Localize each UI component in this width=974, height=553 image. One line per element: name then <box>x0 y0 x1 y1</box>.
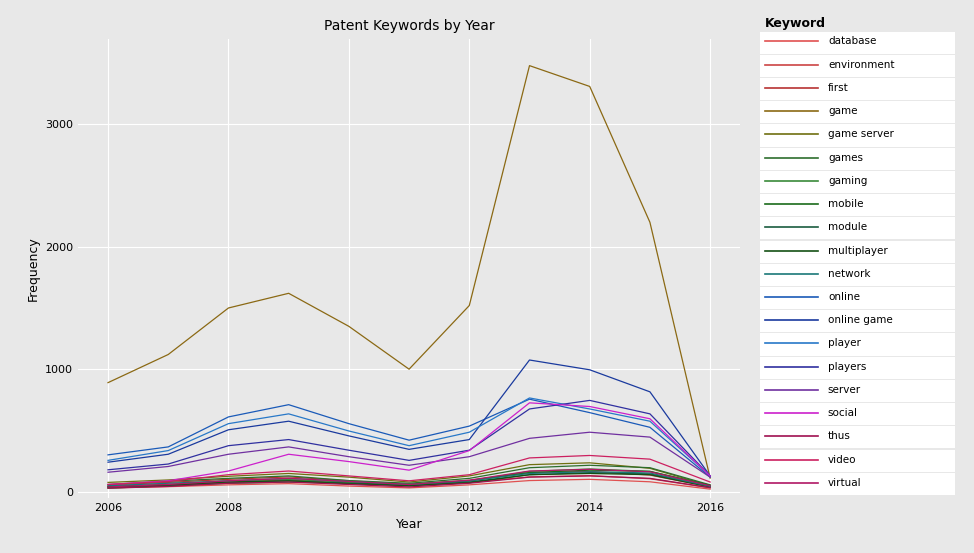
Text: environment: environment <box>828 60 894 70</box>
Text: video: video <box>828 455 856 465</box>
Text: mobile: mobile <box>828 199 863 209</box>
Text: database: database <box>828 36 877 46</box>
Y-axis label: Frequency: Frequency <box>26 236 39 301</box>
Text: server: server <box>828 385 861 395</box>
Text: players: players <box>828 362 866 372</box>
Text: game: game <box>828 106 857 116</box>
Text: player: player <box>828 338 861 348</box>
Title: Patent Keywords by Year: Patent Keywords by Year <box>323 19 495 33</box>
X-axis label: Year: Year <box>395 518 423 531</box>
Text: gaming: gaming <box>828 176 867 186</box>
Text: online: online <box>828 292 860 302</box>
Text: social: social <box>828 408 858 418</box>
Text: multiplayer: multiplayer <box>828 246 887 255</box>
Text: module: module <box>828 222 867 232</box>
Text: online game: online game <box>828 315 892 325</box>
Text: virtual: virtual <box>828 478 862 488</box>
Text: thus: thus <box>828 431 850 441</box>
Text: games: games <box>828 153 863 163</box>
Text: Keyword: Keyword <box>765 17 826 30</box>
Text: game server: game server <box>828 129 894 139</box>
Text: network: network <box>828 269 871 279</box>
Text: first: first <box>828 83 848 93</box>
